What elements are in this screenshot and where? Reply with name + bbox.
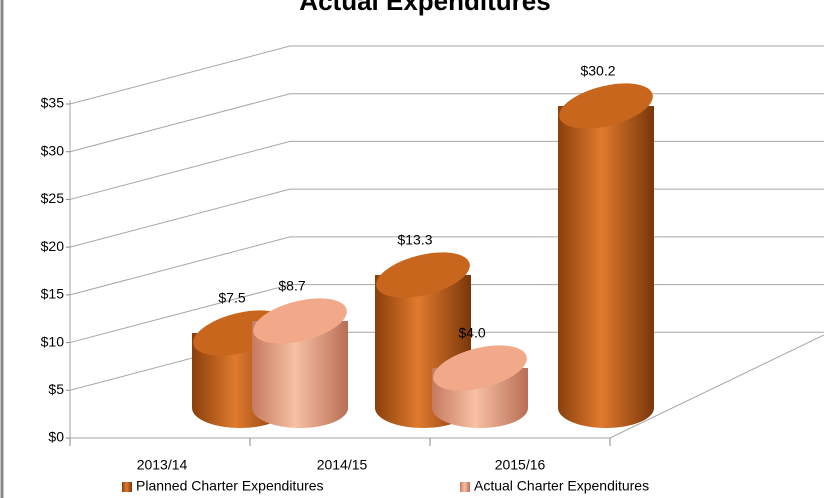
bar-top	[433, 345, 527, 391]
legend-label: Actual Charter Expenditures	[474, 478, 649, 494]
grid-line	[69, 140, 824, 200]
y-tick-label: $15	[41, 286, 65, 302]
y-tick-label: $0	[48, 429, 64, 445]
y-tick-label: $35	[41, 95, 65, 111]
y-tick-label: $30	[41, 142, 65, 158]
chart-title: Actual Expenditures	[299, 0, 550, 16]
x-tick-label: 2015/16	[495, 457, 546, 473]
y-tick-label: $20	[41, 238, 65, 254]
x-tick-label: 2014/15	[317, 457, 368, 473]
bar	[432, 345, 528, 428]
bar-top	[376, 252, 470, 298]
y-tick-label: $5	[48, 381, 64, 397]
grid-line	[69, 93, 824, 153]
data-label: $7.5	[218, 290, 245, 306]
grid-line	[69, 45, 824, 105]
bar-top	[253, 298, 347, 344]
bar-body	[252, 321, 348, 428]
legend-swatch	[460, 482, 470, 492]
x-tick-label: 2013/14	[137, 457, 188, 473]
legend-label: Planned Charter Expenditures	[136, 478, 324, 494]
y-tick-label: $25	[41, 190, 65, 206]
y-tick-label: $10	[41, 333, 65, 349]
bar	[558, 83, 654, 428]
bar-top	[559, 83, 653, 129]
data-label: $8.7	[278, 278, 305, 294]
data-label: $13.3	[397, 232, 432, 248]
data-label: $30.2	[580, 63, 615, 79]
grid-line	[69, 188, 824, 248]
bar-body	[558, 106, 654, 428]
bar	[252, 298, 348, 428]
legend-swatch	[122, 482, 132, 492]
data-label: $4.0	[458, 325, 485, 341]
